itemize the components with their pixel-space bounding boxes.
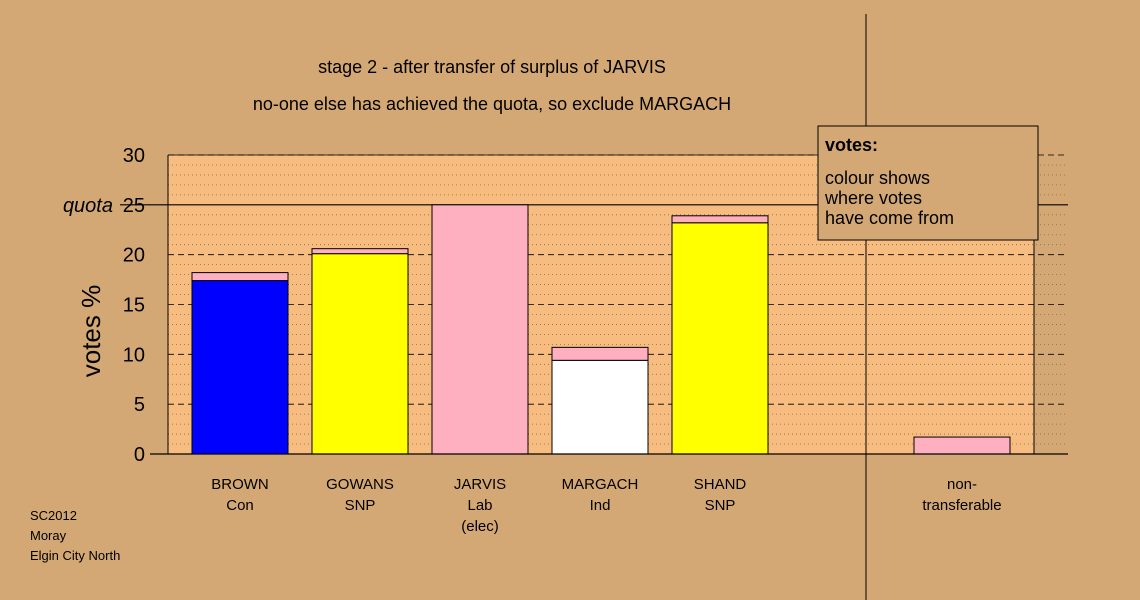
x-tick-label: non-	[947, 476, 977, 493]
y-tick-label: 10	[123, 344, 145, 366]
y-axis-label: votes %	[76, 285, 106, 378]
chart-title: stage 2 - after transfer of surplus of J…	[318, 57, 666, 77]
x-tick-label: (elec)	[461, 518, 499, 535]
chart-subtitle: no-one else has achieved the quota, so e…	[253, 94, 731, 114]
legend-line-2: where votes	[824, 188, 922, 208]
legend-title: votes:	[825, 135, 878, 155]
y-tick-labels: 0 5 10 15 20 25 30	[123, 145, 145, 466]
bar-brown	[191, 272, 289, 455]
x-tick-label: GOWANS	[326, 476, 394, 493]
x-tick-label: SHAND	[694, 476, 747, 493]
y-tick-label: 15	[123, 295, 145, 317]
bar-segment	[671, 222, 769, 455]
x-tick-label: Ind	[590, 497, 611, 514]
y-tick-label: 30	[123, 145, 145, 167]
legend-line-3: have come from	[825, 208, 954, 228]
bar-segment	[551, 359, 649, 455]
bar-segment	[191, 272, 289, 282]
x-tick-label: SNP	[345, 497, 376, 514]
bar-segment	[191, 280, 289, 455]
bar-segment	[431, 204, 529, 455]
bar-jarvis	[431, 204, 529, 455]
bar-segment	[671, 215, 769, 224]
credit-election: SC2012	[30, 508, 77, 523]
bar-segment	[311, 248, 409, 255]
bar-group	[191, 204, 1011, 455]
credits: SC2012 Moray Elgin City North	[30, 506, 120, 566]
x-tick-label: Con	[226, 497, 254, 514]
bar-non-	[913, 436, 1011, 455]
bar-gowans	[311, 248, 409, 455]
bar-segment	[913, 436, 1011, 455]
x-tick-labels: BROWN Con GOWANS SNP JARVIS Lab (elec) MARGACH I…	[211, 476, 1001, 535]
x-tick-label: MARGACH	[562, 476, 639, 493]
x-tick-label: Lab	[467, 497, 492, 514]
bar-shand	[671, 215, 769, 455]
legend-box	[817, 125, 1039, 241]
credit-ward: Elgin City North	[30, 548, 121, 563]
bar-margach	[551, 346, 649, 455]
credit-council: Moray	[30, 528, 67, 543]
legend-line-1: colour shows	[825, 168, 930, 188]
x-tick-label: transferable	[922, 497, 1001, 514]
legend: votes: colour shows where votes have com…	[817, 125, 1039, 241]
bar-segment	[551, 346, 649, 361]
y-tick-label: 20	[123, 245, 145, 267]
bar-segment	[311, 253, 409, 455]
x-tick-label: SNP	[705, 497, 736, 514]
x-tick-label: BROWN	[211, 476, 269, 493]
y-tick-label: 0	[134, 444, 145, 466]
quota-label: quota	[63, 195, 113, 217]
y-tick-label: 25	[123, 195, 145, 217]
x-tick-label: JARVIS	[454, 476, 506, 493]
y-tick-label: 5	[134, 394, 145, 416]
